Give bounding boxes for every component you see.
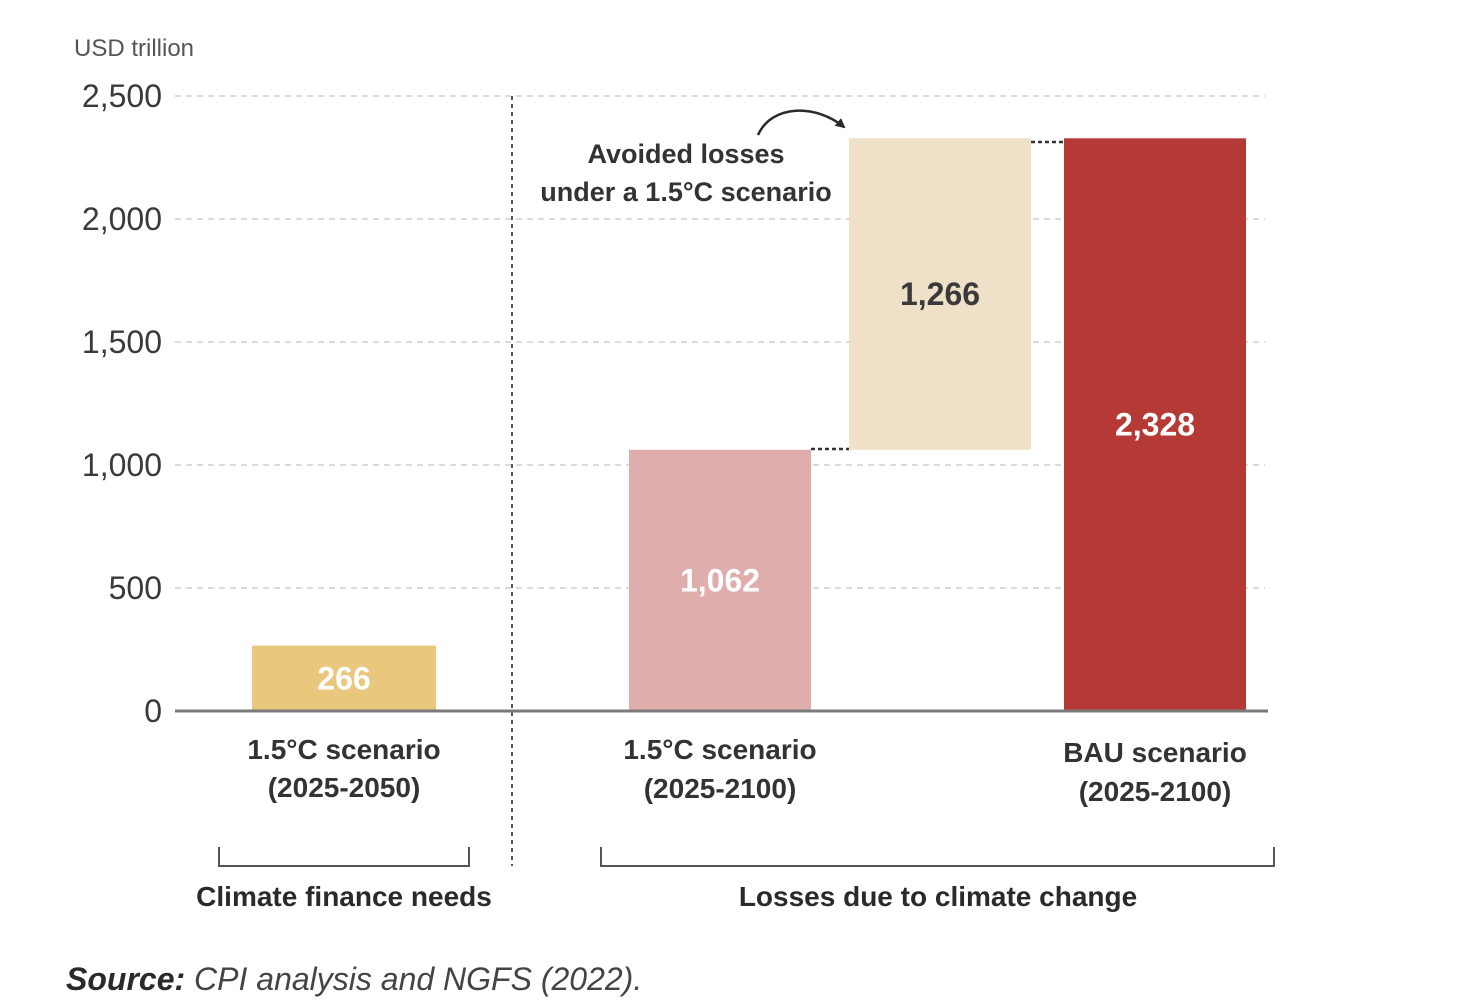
bar [252, 645, 436, 711]
y-tick-label: 1,000 [82, 447, 162, 483]
annotation-arrow [756, 109, 846, 136]
bars: 266 1,062 1,266 2,328 [252, 138, 1246, 711]
group-label-finance: Climate finance needs [196, 881, 492, 912]
y-axis-ticks: 0 500 1,000 1,500 2,000 2,500 [82, 78, 162, 729]
source-text: CPI analysis and NGFS (2022). [185, 961, 642, 997]
category-label-line1: 1.5°C scenario [623, 734, 816, 765]
source-lead: Source: [66, 961, 185, 997]
y-tick-label: 500 [109, 570, 162, 606]
y-tick-label: 2,500 [82, 78, 162, 114]
annotation-line-1: Avoided losses [587, 139, 784, 169]
group-bracket-losses [600, 847, 1275, 867]
y-tick-label: 2,000 [82, 201, 162, 237]
bar [849, 138, 1031, 450]
category-label-line2: (2025-2100) [1079, 776, 1232, 807]
annotation-line-2: under a 1.5°C scenario [540, 177, 831, 207]
y-tick-label: 1,500 [82, 324, 162, 360]
y-axis-unit-label: USD trillion [74, 35, 194, 62]
bar [629, 449, 811, 711]
y-tick-label: 0 [144, 693, 162, 729]
category-labels: 1.5°C scenario (2025-2050) 1.5°C scenario (… [247, 734, 1246, 807]
category-label-line2: (2025-2100) [644, 773, 797, 804]
bar-value-label: 2,328 [1115, 407, 1195, 443]
category-label-line2: (2025-2050) [268, 772, 421, 803]
category-label-line1: 1.5°C scenario [247, 734, 440, 765]
group-bracket-finance [218, 847, 470, 867]
group-label-losses: Losses due to climate change [739, 881, 1137, 912]
bar [1064, 138, 1246, 711]
source-note: Source: CPI analysis and NGFS (2022). [66, 961, 642, 997]
bar-value-label: 266 [317, 660, 370, 696]
bar-value-label: 1,266 [900, 276, 980, 312]
bar-value-label: 1,062 [680, 562, 760, 598]
category-label-line1: BAU scenario [1063, 737, 1247, 768]
